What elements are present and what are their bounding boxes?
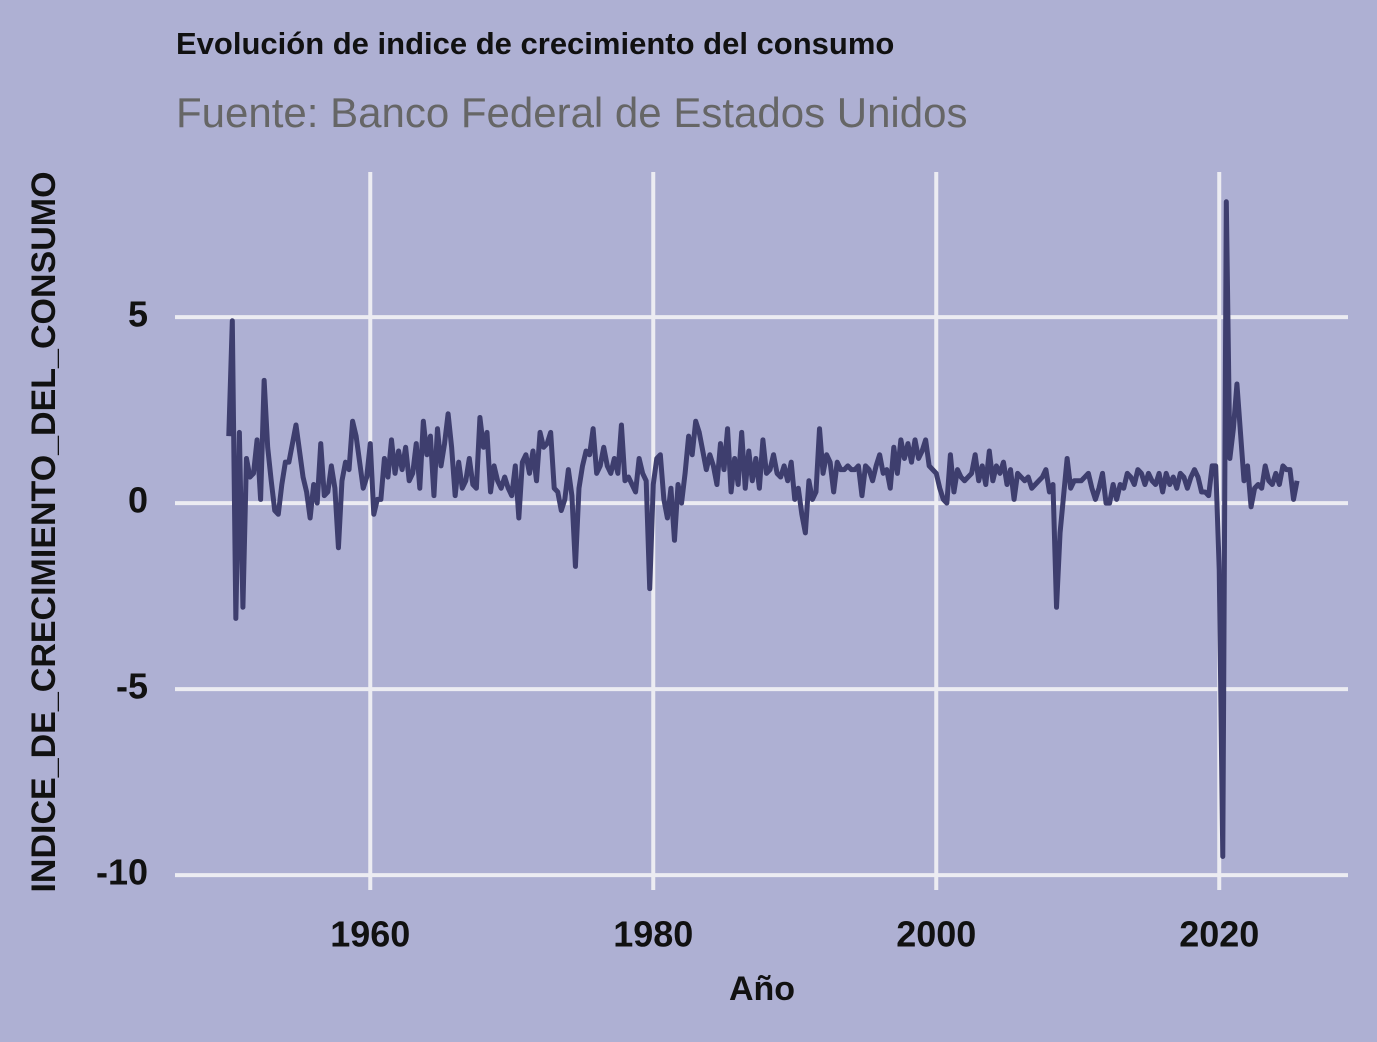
y-tick-label: 0 [128,480,148,521]
chart-subtitle: Fuente: Banco Federal de Estados Unidos [176,89,967,136]
y-axis-label: INDICE_DE_CRECIMIENTO_DEL_CONSUMO [25,171,63,892]
chart-title: Evolución de indice de crecimiento del c… [176,26,894,61]
plot-area [226,199,1300,860]
y-tick-label: 5 [128,294,148,335]
x-tick-label: 1960 [330,914,410,955]
x-axis-label: Año [729,970,795,1008]
y-tick-label: -10 [96,852,148,893]
y-tick-label: -5 [116,666,148,707]
x-tick-label: 2020 [1179,914,1259,955]
data-line [226,199,1300,860]
x-tick-label: 1980 [613,914,693,955]
x-tick-label: 2000 [896,914,976,955]
